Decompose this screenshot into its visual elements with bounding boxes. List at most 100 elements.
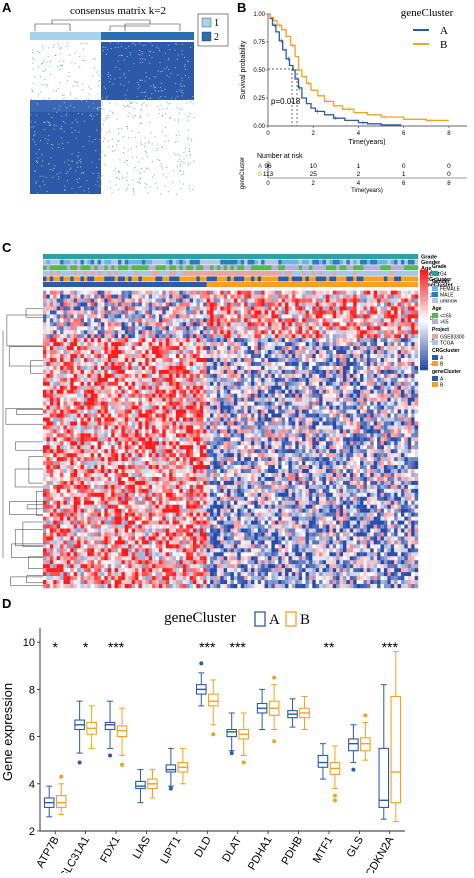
heatmap-cell (101, 358, 105, 362)
heatmap-cell (50, 342, 54, 346)
heatmap-cell (258, 390, 262, 394)
matrix-noise (169, 77, 170, 78)
heatmap-cell (57, 394, 61, 398)
matrix-noise (97, 71, 98, 72)
heatmap-cell (176, 306, 180, 310)
heatmap-cell (210, 314, 214, 318)
matrix-noise (130, 52, 131, 53)
heatmap-cell (346, 306, 350, 310)
heatmap-cell (46, 354, 50, 358)
heatmap-cell (271, 386, 275, 390)
km-legend-a: A (440, 25, 448, 37)
heatmap-cell (63, 326, 67, 330)
heatmap-cell (391, 398, 395, 402)
heatmap-cell (60, 386, 64, 390)
heatmap-cell (135, 398, 139, 402)
heatmap-cell (258, 414, 262, 418)
heatmap-cell (74, 382, 78, 386)
heatmap-cell (234, 394, 238, 398)
matrix-noise (178, 131, 179, 132)
matrix-noise (35, 122, 36, 123)
heatmap-cell (104, 318, 108, 322)
heatmap-cell (70, 370, 74, 374)
heatmap-cell (135, 410, 139, 414)
heatmap-cell (108, 318, 112, 322)
matrix-noise (119, 172, 120, 173)
matrix-noise (151, 57, 152, 58)
heatmap-cell (404, 314, 408, 318)
heatmap-cell (70, 310, 74, 314)
heatmap-cell (111, 382, 115, 386)
matrix-noise (72, 161, 73, 162)
heatmap-cell (346, 358, 350, 362)
heatmap-cell (94, 330, 98, 334)
heatmap-cell (213, 303, 217, 307)
heatmap-cell (128, 291, 132, 295)
heatmap-cell (118, 370, 122, 374)
heatmap-cell (227, 346, 231, 350)
heatmap-cell (398, 334, 402, 338)
heatmap-cell (152, 318, 156, 322)
heatmap-cell (268, 394, 272, 398)
heatmap-cell (101, 299, 105, 303)
heatmap-cell (169, 342, 173, 346)
heatmap-cell (118, 334, 122, 338)
heatmap-cell (306, 310, 310, 314)
matrix-noise (45, 122, 46, 123)
matrix-noise (188, 116, 189, 117)
heatmap-cell (248, 318, 252, 322)
heatmap-cell (74, 338, 78, 342)
heatmap-cell (203, 358, 207, 362)
heatmap-cell (207, 354, 211, 358)
matrix-noise (127, 188, 128, 189)
heatmap-cell (132, 330, 136, 334)
anno-cell-project (43, 271, 47, 276)
heatmap-cell (179, 362, 183, 366)
heatmap-cell (357, 382, 361, 386)
heatmap-cell (312, 358, 316, 362)
heatmap-cell (135, 354, 139, 358)
heatmap-cell (268, 390, 272, 394)
heatmap-cell (268, 291, 272, 295)
anno-cell-crgcluster (142, 276, 146, 281)
heatmap-cell (70, 402, 74, 406)
anno-cell-crgcluster (196, 276, 200, 281)
heatmap-cell (213, 350, 217, 354)
anno-cell-project (217, 271, 221, 276)
heatmap-cell (162, 358, 166, 362)
anno-cell-gender (302, 260, 306, 265)
heatmap-cell (128, 374, 132, 378)
heatmap-cell (87, 366, 91, 370)
matrix-noise (187, 120, 188, 121)
heatmap-cell (309, 318, 313, 322)
heatmap-cell (50, 334, 54, 338)
heatmap-cell (121, 306, 125, 310)
heatmap-cell (268, 334, 272, 338)
matrix-noise (78, 152, 79, 153)
matrix-noise (69, 72, 70, 73)
heatmap-cell (299, 338, 303, 342)
anno-cell-crgcluster (306, 276, 310, 281)
heatmap-cell (87, 322, 91, 326)
matrix-noise (89, 106, 90, 107)
anno-cell-gender (210, 260, 214, 265)
heatmap-cell (340, 414, 344, 418)
heatmap-cell (200, 386, 204, 390)
heatmap-cell (278, 318, 282, 322)
heatmap-cell (295, 394, 299, 398)
heatmap-cell (377, 406, 381, 410)
heatmap-cell (248, 406, 252, 410)
heatmap-cell (360, 386, 364, 390)
matrix-noise (191, 141, 192, 142)
anno-cell-genecluster (415, 282, 419, 287)
heatmap-cell (81, 318, 85, 322)
heatmap-cell (125, 366, 129, 370)
heatmap-cell (363, 306, 367, 310)
matrix-noise (142, 158, 143, 159)
heatmap-cell (363, 370, 367, 374)
heatmap-cell (159, 390, 163, 394)
heatmap-cell (159, 291, 163, 295)
heatmap-cell (210, 378, 214, 382)
heatmap-cell (353, 295, 357, 299)
heatmap-cell (74, 378, 78, 382)
